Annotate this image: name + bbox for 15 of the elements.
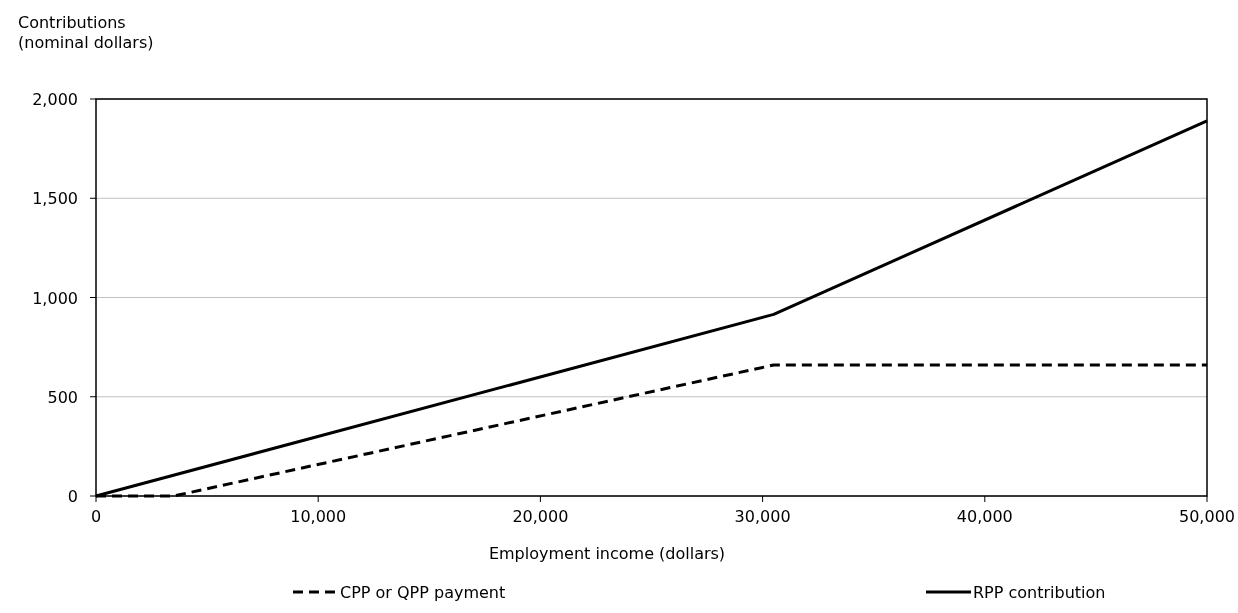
legend-label: CPP or QPP payment [340, 583, 506, 602]
x-tick-label: 10,000 [290, 507, 347, 526]
x-tick-label: 30,000 [734, 507, 791, 526]
x-tick-label: 20,000 [512, 507, 569, 526]
y-axis-title: Contributions (nominal dollars) [18, 13, 154, 52]
x-tick-label: 50,000 [1179, 507, 1235, 526]
x-tick-label: 40,000 [956, 507, 1013, 526]
y-tick-label: 500 [47, 387, 78, 407]
x-tick-label: 0 [90, 507, 102, 526]
y-tick-label: 0 [67, 487, 78, 506]
legend-label: RPP contribution [973, 583, 1106, 602]
y-tick-label: 2,000 [32, 90, 78, 109]
y-tick-label: 1,000 [32, 288, 78, 308]
y-tick-label: 1,500 [32, 189, 78, 209]
x-axis-title: Employment income (dollars) [488, 544, 726, 563]
